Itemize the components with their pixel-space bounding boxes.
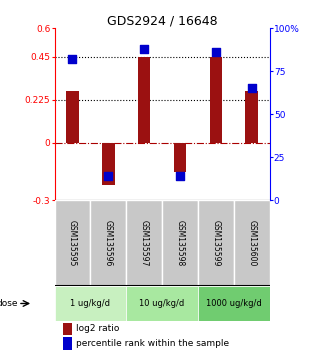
Bar — [210, 57, 222, 143]
Text: 1000 ug/kg/d: 1000 ug/kg/d — [206, 299, 262, 308]
Bar — [174, 143, 186, 172]
Point — [70, 56, 75, 62]
Point — [106, 173, 111, 179]
Text: 1 ug/kg/d: 1 ug/kg/d — [70, 299, 110, 308]
Bar — [126, 200, 162, 286]
Bar — [63, 323, 72, 335]
Bar — [55, 286, 126, 321]
Point — [142, 46, 147, 52]
Bar — [198, 200, 234, 286]
Text: GSM135597: GSM135597 — [140, 220, 149, 266]
Text: GSM135595: GSM135595 — [68, 220, 77, 266]
Bar — [246, 91, 258, 143]
Bar — [234, 200, 270, 286]
Title: GDS2924 / 16648: GDS2924 / 16648 — [107, 14, 217, 27]
Bar — [102, 143, 115, 185]
Bar — [162, 200, 198, 286]
Point — [213, 50, 218, 55]
Bar — [198, 286, 270, 321]
Bar — [55, 200, 91, 286]
Bar — [91, 200, 126, 286]
Text: GSM135596: GSM135596 — [104, 220, 113, 266]
Point — [249, 86, 254, 91]
Bar — [126, 286, 198, 321]
Text: GSM135599: GSM135599 — [211, 220, 221, 266]
Text: GSM135598: GSM135598 — [176, 220, 185, 266]
Text: percentile rank within the sample: percentile rank within the sample — [76, 339, 229, 348]
Bar — [66, 91, 79, 143]
Point — [178, 173, 183, 179]
Text: dose: dose — [0, 299, 18, 308]
Bar — [138, 57, 151, 143]
Text: 10 ug/kg/d: 10 ug/kg/d — [140, 299, 185, 308]
Text: GSM135600: GSM135600 — [247, 220, 256, 266]
Bar — [63, 337, 72, 350]
Text: log2 ratio: log2 ratio — [76, 324, 119, 333]
